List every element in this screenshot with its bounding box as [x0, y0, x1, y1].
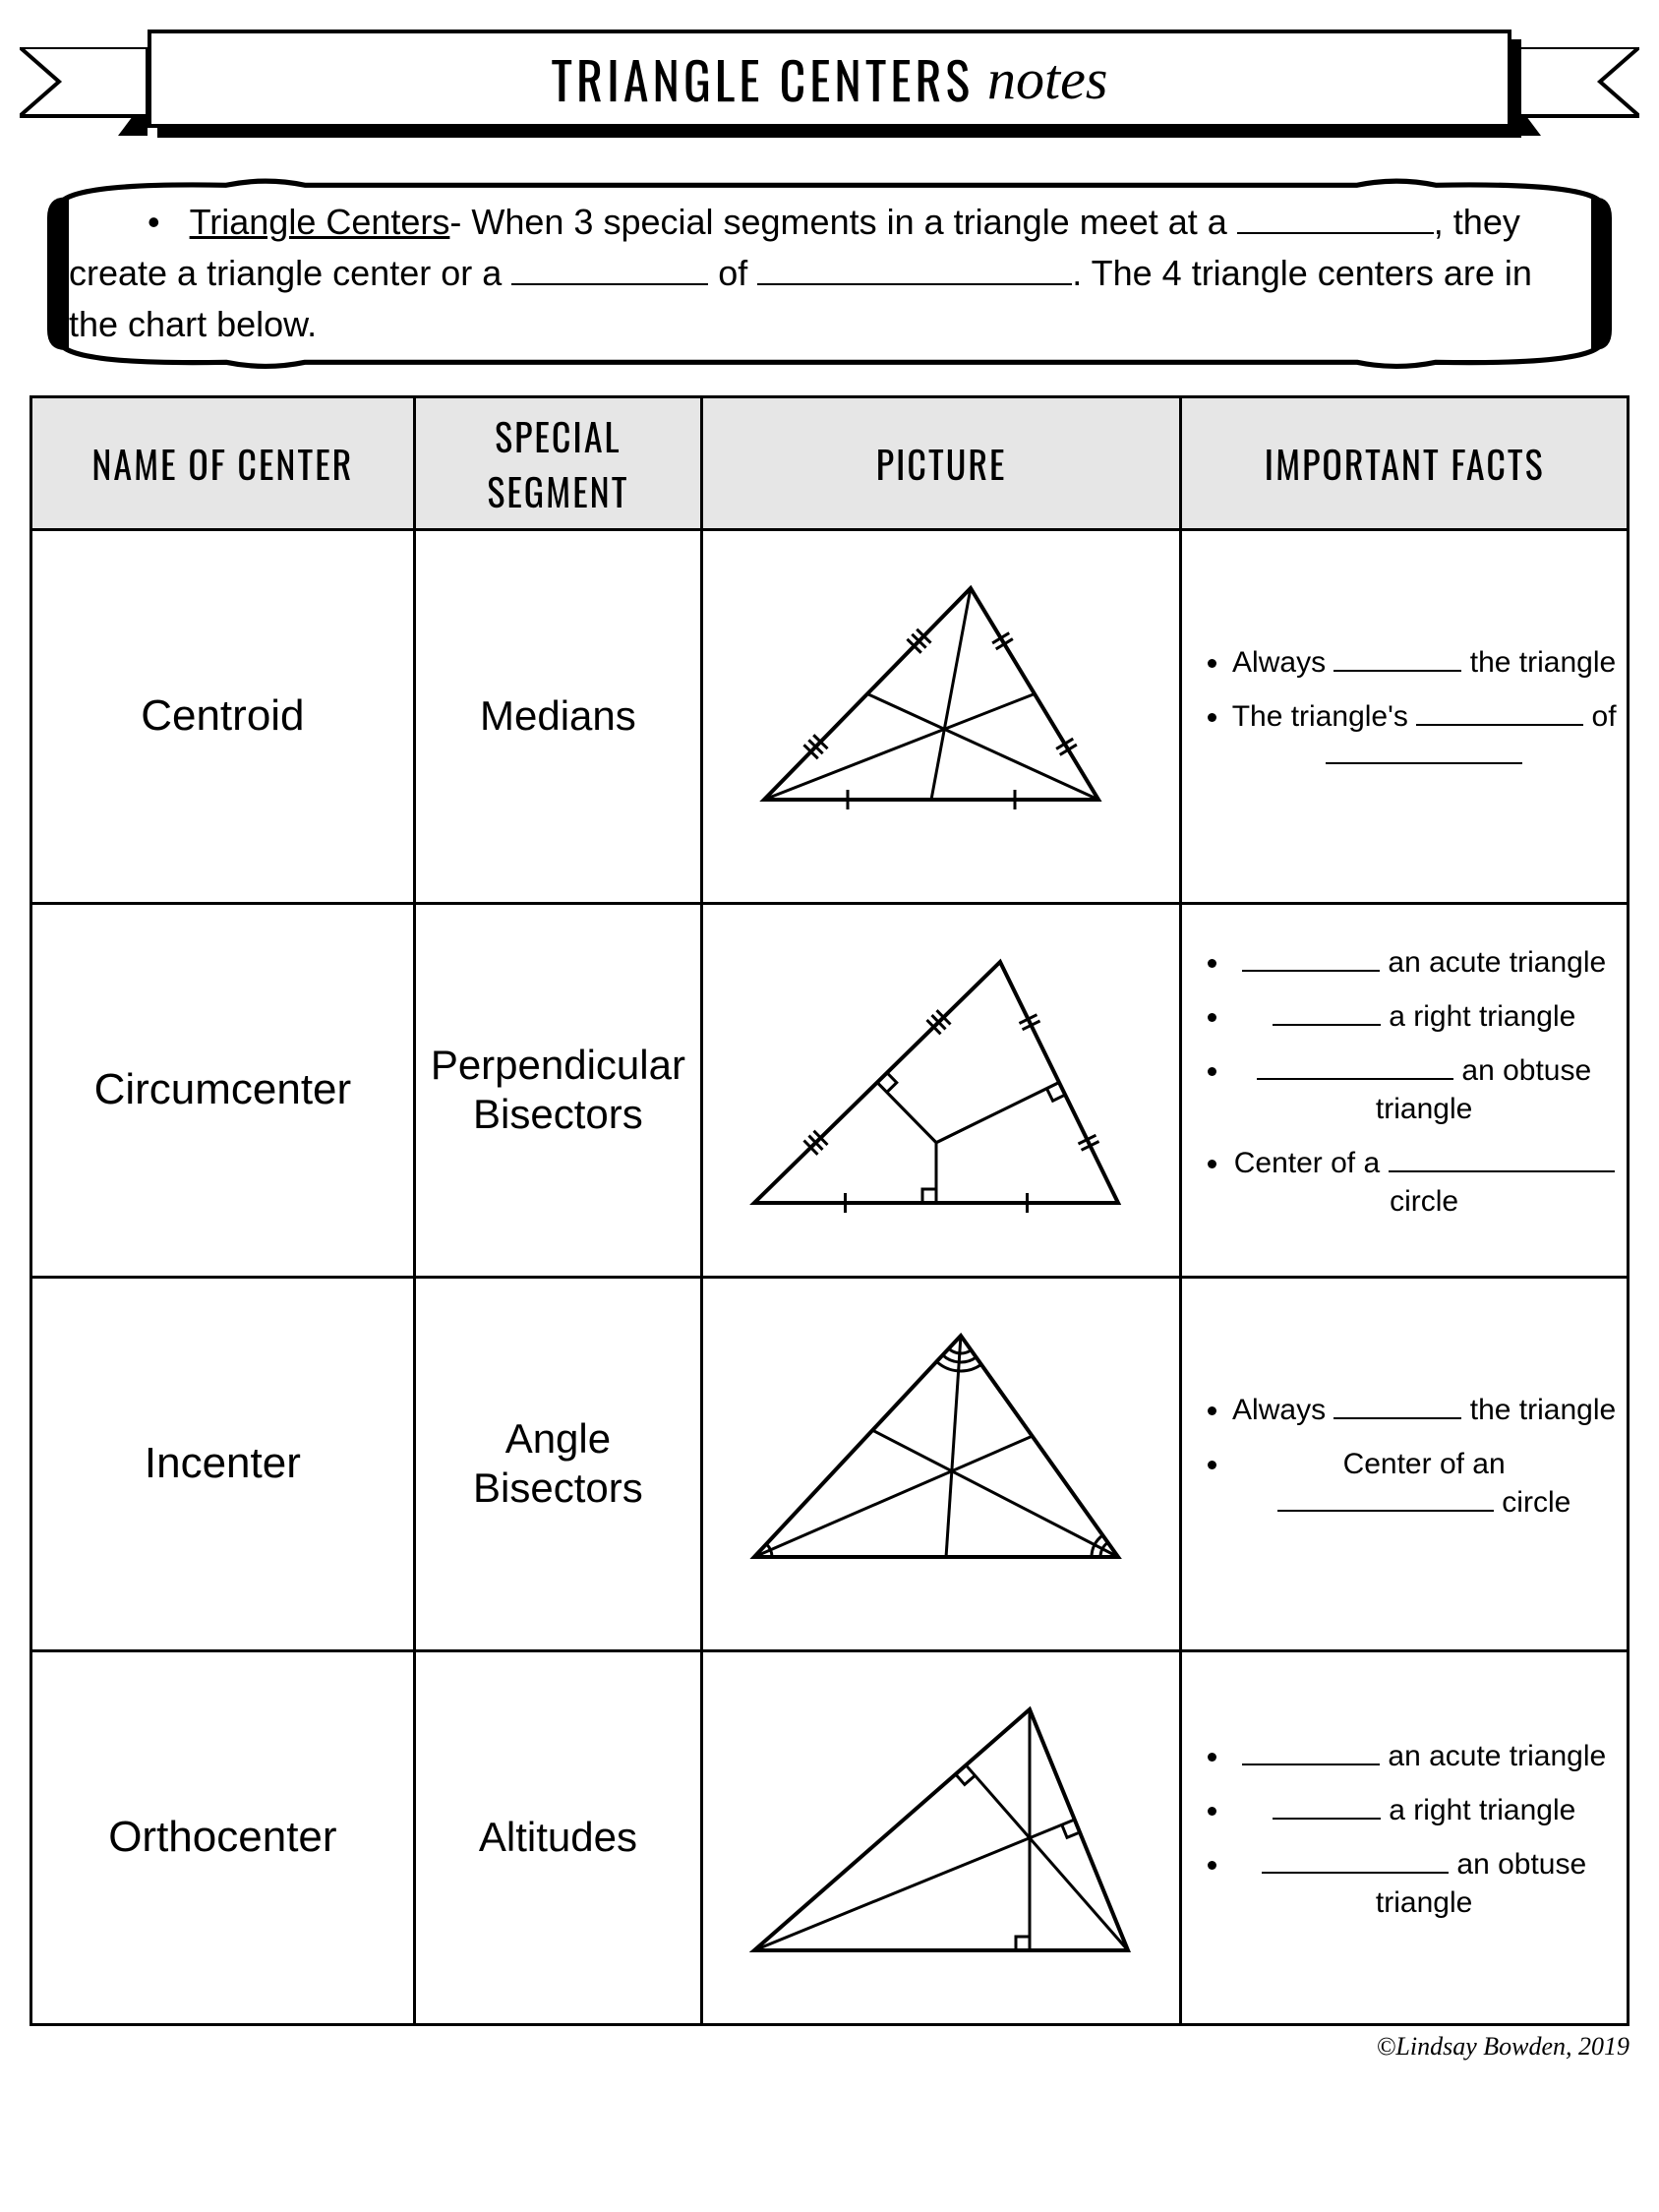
- special-segment: Altitudes: [414, 1650, 701, 2024]
- bullet-icon: •: [148, 202, 160, 242]
- ribbon-right-icon: [1511, 47, 1639, 126]
- fact-item: a right triangle: [1231, 997, 1617, 1036]
- fact-item: Always the triangle: [1231, 643, 1617, 682]
- center-name: Orthocenter: [31, 1650, 415, 2024]
- intro-text: • Triangle Centers- When 3 special segmen…: [69, 197, 1580, 351]
- fact-item: an acute triangle: [1231, 943, 1617, 982]
- fact-item: Always the triangle: [1231, 1391, 1617, 1429]
- fact-item: an obtuse triangle: [1231, 1051, 1617, 1128]
- table-row: IncenterAngle Bisectors Always the triang…: [31, 1277, 1629, 1650]
- intro-box: • Triangle Centers- When 3 special segmen…: [30, 177, 1629, 371]
- centers-table: NAME OF CENTER SPECIAL SEGMENT PICTURE I…: [30, 395, 1629, 2026]
- copyright: ©Lindsay Bowden, 2019: [30, 2032, 1629, 2062]
- col-facts-header: IMPORTANT FACTS: [1181, 396, 1629, 529]
- facts-cell: an acute triangle a right triangle an ob…: [1181, 903, 1629, 1277]
- table-body: CentroidMedians Always the triangle The tr…: [31, 529, 1629, 2024]
- center-name: Incenter: [31, 1277, 415, 1650]
- intro-blank1: [1237, 201, 1434, 234]
- special-segment: Angle Bisectors: [414, 1277, 701, 1650]
- table-header-row: NAME OF CENTER SPECIAL SEGMENT PICTURE I…: [31, 396, 1629, 529]
- intro-t1: - When 3 special segments in a triangle …: [449, 202, 1236, 242]
- fact-item: an obtuse triangle: [1231, 1845, 1617, 1922]
- col-name-header: NAME OF CENTER: [31, 396, 415, 529]
- ribbon-left-icon: [20, 47, 148, 126]
- center-name: Circumcenter: [31, 903, 415, 1277]
- table-row: OrthocenterAltitudes an acute triangle a…: [31, 1650, 1629, 2024]
- intro-t3: of: [708, 253, 757, 293]
- fact-item: an acute triangle: [1231, 1737, 1617, 1775]
- table-row: CentroidMedians Always the triangle The tr…: [31, 529, 1629, 903]
- facts-cell: Always the triangle The triangle's of: [1181, 529, 1629, 903]
- title-banner: TRIANGLE CENTERS notes: [30, 30, 1629, 157]
- special-segment: Perpendicular Bisectors: [414, 903, 701, 1277]
- fact-item: a right triangle: [1231, 1791, 1617, 1829]
- title-cursive: notes: [987, 46, 1107, 112]
- center-name: Centroid: [31, 529, 415, 903]
- title-box: TRIANGLE CENTERS notes: [148, 30, 1511, 128]
- table-row: CircumcenterPerpendicular Bisectors an a…: [31, 903, 1629, 1277]
- intro-blank2: [511, 252, 708, 285]
- col-segment-header: SPECIAL SEGMENT: [414, 396, 701, 529]
- title-main: TRIANGLE CENTERS: [552, 41, 974, 117]
- picture-cell: [702, 1650, 1181, 2024]
- facts-cell: Always the triangle Center of an circle: [1181, 1277, 1629, 1650]
- picture-cell: [702, 529, 1181, 903]
- special-segment: Medians: [414, 529, 701, 903]
- fact-item: Center of an circle: [1231, 1445, 1617, 1522]
- intro-blank3: [757, 252, 1072, 285]
- col-picture-header: PICTURE: [702, 396, 1181, 529]
- picture-cell: [702, 903, 1181, 1277]
- fact-item: The triangle's of: [1231, 697, 1617, 774]
- picture-cell: [702, 1277, 1181, 1650]
- intro-term: Triangle Centers: [190, 202, 450, 242]
- facts-cell: an acute triangle a right triangle an ob…: [1181, 1650, 1629, 2024]
- fact-item: Center of a circle: [1231, 1144, 1617, 1221]
